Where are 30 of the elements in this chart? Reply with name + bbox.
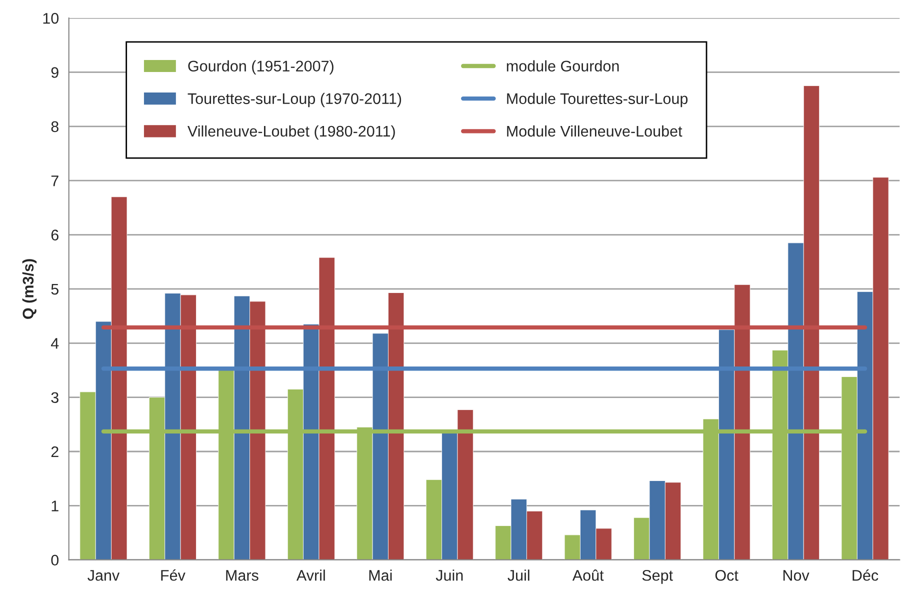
x-tick-label: Sept	[642, 570, 673, 584]
y-tick-label: 8	[51, 121, 58, 132]
legend-label: Gourdon (1951-2007)	[188, 60, 334, 75]
x-tick-label: Déc	[852, 569, 878, 581]
y-axis-title: Q (m3/s)	[22, 259, 37, 319]
y-tick-label: 1	[52, 500, 58, 512]
x-tick-label: Janv	[88, 570, 120, 581]
legend-label: Tourettes-sur-Loup (1970-2011)	[188, 92, 402, 108]
legend-label: Module Tourettes-sur-Loup	[507, 92, 688, 108]
y-tick-label: 4	[50, 338, 59, 349]
y-tick-label: 5	[51, 284, 58, 295]
y-tick-label: 9	[51, 67, 58, 78]
x-tick-label: Oct	[715, 570, 738, 581]
legend-label: Module Villeneuve-Loubet	[507, 125, 682, 137]
x-tick-label: Juil	[508, 570, 530, 581]
x-tick-label: Août	[572, 570, 604, 581]
x-tick-label: Mars	[226, 570, 258, 581]
legend-label: module Gourdon	[506, 60, 619, 72]
x-tick-label: Juin	[436, 570, 463, 581]
y-tick-label: 10	[43, 12, 59, 24]
x-tick-label: Mai	[369, 570, 392, 581]
legend-label: Villeneuve-Loubet (1980-2011)	[188, 125, 395, 140]
y-tick-label: 0	[51, 554, 59, 566]
x-tick-label: Fév	[161, 569, 186, 581]
x-tick-label: Avril	[296, 570, 325, 581]
y-tick-label: 2	[51, 446, 58, 458]
y-tick-label: 3	[51, 392, 58, 404]
x-tick-label: Nov	[783, 570, 810, 581]
y-tick-label: 7	[51, 176, 58, 186]
y-tick-label: 6	[51, 230, 58, 240]
